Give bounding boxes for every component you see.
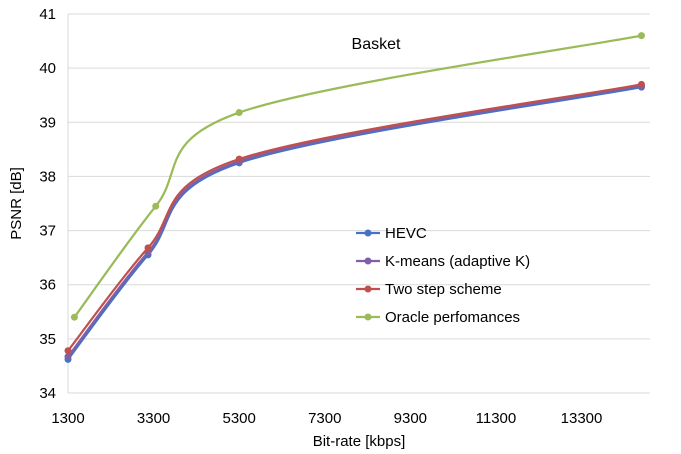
gridlines [68,13,650,394]
y-tick-label: 38 [39,168,56,185]
legend-label: Oracle perfomances [385,309,520,326]
x-axis-title: Bit-rate [kbps] [313,433,406,450]
y-tick-label: 36 [39,277,56,294]
x-tick-label: 3300 [137,410,170,427]
legend-swatch-marker [364,313,372,321]
series-line [73,34,642,318]
y-tick-label: 40 [39,60,56,77]
x-tick-label: 7300 [308,410,341,427]
x-tick-label: 9300 [394,410,427,427]
data-point [637,80,645,88]
legend-swatch-marker [364,285,372,293]
data-point [64,353,72,361]
series-3 [70,32,645,321]
legend-item: Oracle perfomances [356,309,520,326]
series-line [67,84,642,358]
y-axis-title: PSNR [dB] [8,167,25,240]
x-tick-label: 13300 [561,410,603,427]
data-point [637,32,645,40]
x-tick-labels: 1300 3300 5300 7300 9300 11300 13300 [51,410,602,427]
legend-item: K-means (adaptive K) [356,253,530,270]
series-0 [64,83,645,363]
legend-label: HEVC [385,225,427,242]
data-point [64,347,72,355]
y-tick-label: 35 [39,331,56,348]
legend-swatch-marker [364,257,372,265]
axes [67,14,650,394]
x-tick-label: 11300 [476,410,517,427]
data-point [152,202,160,210]
series-line [67,83,642,352]
legend-label: Two step scheme [385,281,502,298]
y-tick-labels: 34 35 36 37 38 39 40 41 [39,6,56,402]
data-point [235,155,243,163]
x-tick-label: 1300 [51,410,84,427]
y-tick-label: 37 [39,223,56,240]
y-tick-label: 34 [39,385,56,402]
legend-item: Two step scheme [356,281,502,298]
series-group [64,32,645,363]
series-1 [64,81,645,361]
legend-label: K-means (adaptive K) [385,253,530,270]
legend-swatch-marker [364,229,372,237]
y-tick-label: 41 [39,6,56,23]
data-point [70,313,78,321]
y-tick-label: 39 [39,114,56,131]
legend-item: HEVC [356,225,427,242]
chart-title: Basket [352,36,401,53]
series-2 [64,80,645,355]
legend: HEVC K-means (adaptive K) Two step scheme O… [356,225,530,326]
x-tick-label: 5300 [222,410,255,427]
series-line [67,85,642,361]
data-point [235,109,243,117]
data-point [144,244,152,252]
